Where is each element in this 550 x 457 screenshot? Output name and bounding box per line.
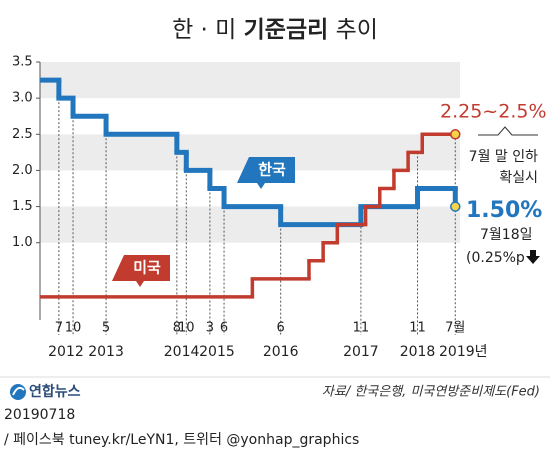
bracket [478, 126, 538, 136]
x-year-label: 2015 [199, 344, 235, 360]
band [40, 206, 460, 243]
legend-label: 한국 [258, 161, 286, 179]
logo-icon [10, 384, 26, 400]
x-year-label: 2016 [263, 344, 299, 360]
x-tick-label: 6 [220, 321, 228, 336]
legend-box [112, 255, 170, 287]
y-tick-label: 1.0 [12, 235, 33, 250]
x-tick-label: 7 [55, 321, 63, 336]
end-point [450, 129, 461, 140]
down-arrow [526, 250, 540, 264]
title-part: 한 · 미 [172, 17, 236, 43]
x-year-label: 2012 [48, 344, 84, 360]
x-tick-label: 10 [65, 321, 82, 336]
x-year-label: 2013 [88, 344, 124, 360]
footer: / 페이스북 tuney.kr/LeYN1, 트위터 @yonhap_graph… [4, 432, 359, 448]
x-tick-label: 8 [173, 321, 181, 336]
chart-title: 한 · 미 기준금리 추이 [172, 17, 378, 43]
band [40, 62, 460, 99]
x-tick-label: 11 [353, 321, 370, 336]
y-tick-label: 2.5 [12, 127, 33, 142]
y-tick-label: 1.5 [12, 199, 33, 214]
end-point [450, 201, 461, 212]
x-tick-label: 6 [277, 321, 285, 336]
x-year-label: 2019년 [439, 344, 488, 360]
title-part: 추이 [336, 17, 378, 43]
x-tick-label: 10 [178, 321, 195, 336]
logo: 연합뉴스 [29, 383, 81, 400]
annotation: 7월 말 인하 [469, 149, 538, 165]
annotation: 7월18일 [480, 227, 532, 243]
x-year-label: 2014 [164, 344, 200, 360]
source: 자료/ 한국은행, 미국연방준비제도(Fed) [322, 385, 540, 400]
annotation: 2.25~2.5% [440, 101, 547, 123]
legend-label: 미국 [133, 259, 161, 277]
legend-box [237, 157, 295, 189]
annotation: 1.50% [466, 198, 542, 223]
title-part: 기준금리 [244, 17, 329, 43]
x-tick-label: 3 [206, 321, 214, 336]
logo-icon [12, 386, 25, 396]
y-tick-label: 3.0 [12, 91, 33, 106]
x-year-label: 2018 [400, 344, 436, 360]
annotation: 확실시 [499, 170, 538, 186]
y-tick-label: 2.0 [12, 163, 33, 178]
annotation: (0.25%p [466, 250, 525, 266]
x-tick-label: 11 [409, 321, 426, 336]
y-tick-label: 3.5 [12, 55, 33, 70]
date: 20190718 [4, 407, 75, 423]
x-year-label: 2017 [343, 344, 379, 360]
x-tick-label: 5 [102, 321, 110, 336]
x-tick-label: 7월 [445, 321, 465, 336]
